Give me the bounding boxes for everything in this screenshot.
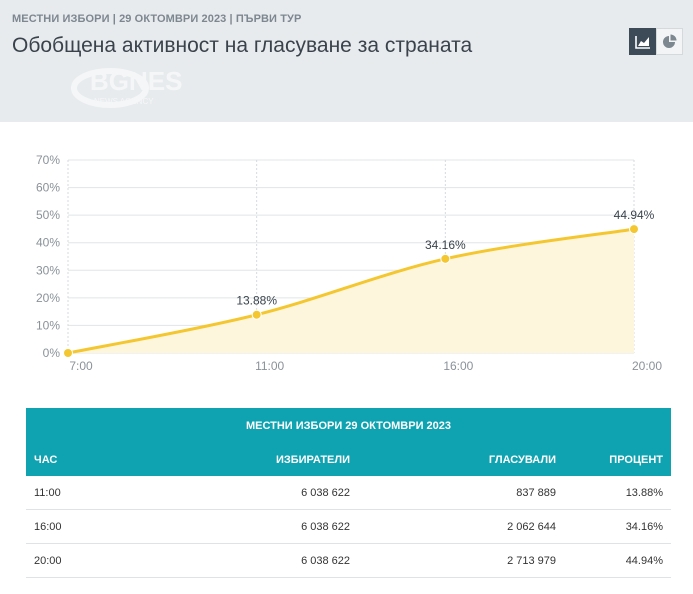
watermark-sub-text: NEWS AGENCY	[94, 97, 154, 106]
y-tick-label: 50%	[36, 208, 60, 222]
x-tick-label: 16:00	[443, 359, 473, 373]
area-chart-view-button[interactable]	[629, 28, 656, 55]
y-tick-label: 20%	[36, 291, 60, 305]
data-label: 44.94%	[614, 208, 655, 222]
turnout-area-fill	[68, 229, 634, 353]
cell-voted: 2 062 644	[358, 509, 564, 544]
data-point[interactable]	[63, 348, 73, 358]
page-title: Обобщена активност на гласуване за стран…	[12, 34, 473, 57]
data-label: 13.88%	[236, 294, 277, 308]
page-header: МЕСТНИ ИЗБОРИ | 29 ОКТОМВРИ 2023 | ПЪРВИ…	[0, 0, 693, 122]
cell-hour: 20:00	[26, 543, 112, 578]
cell-voters: 6 038 622	[112, 543, 358, 578]
pie-chart-view-button[interactable]	[656, 28, 683, 55]
x-tick-label: 20:00	[632, 359, 662, 373]
y-tick-label: 10%	[36, 318, 60, 332]
chart-view-switcher	[629, 28, 683, 55]
cell-hour: 11:00	[26, 476, 112, 510]
cell-percent: 34.16%	[564, 509, 671, 544]
y-tick-label: 30%	[36, 263, 60, 277]
cell-percent: 13.88%	[564, 476, 671, 510]
pie-chart-icon	[663, 34, 677, 48]
y-tick-label: 0%	[43, 346, 61, 360]
y-tick-label: 40%	[36, 236, 60, 250]
col-header-hour: ЧАС	[26, 444, 112, 476]
y-tick-label: 70%	[36, 153, 60, 167]
x-tick-label: 11:00	[255, 359, 284, 373]
col-header-voted: ГЛАСУВАЛИ	[358, 444, 564, 476]
data-point[interactable]	[251, 309, 262, 320]
col-header-percent: ПРОЦЕНТ	[564, 444, 671, 476]
cell-voted: 837 889	[358, 476, 564, 510]
y-tick-label: 60%	[36, 181, 60, 195]
col-header-voters: ИЗБИРАТЕЛИ	[112, 444, 358, 476]
table-header-row: ЧАС ИЗБИРАТЕЛИ ГЛАСУВАЛИ ПРОЦЕНТ	[26, 444, 671, 476]
data-label: 34.16%	[425, 238, 466, 252]
data-point[interactable]	[440, 253, 451, 264]
turnout-table: МЕСТНИ ИЗБОРИ 29 ОКТОМВРИ 2023 ЧАС ИЗБИР…	[26, 408, 671, 578]
area-chart-icon	[634, 35, 650, 49]
table-row: 20:00 6 038 622 2 713 979 44.94%	[26, 543, 671, 578]
turnout-line	[67, 227, 635, 355]
cell-voted: 2 713 979	[358, 543, 564, 578]
cell-voters: 6 038 622	[112, 509, 358, 544]
bgnes-watermark-logo: BGNES NEWS AGENCY	[71, 66, 182, 108]
table-row: 16:00 6 038 622 2 062 644 34.16%	[26, 509, 671, 544]
data-point[interactable]	[629, 224, 639, 235]
election-kicker: МЕСТНИ ИЗБОРИ | 29 ОКТОМВРИ 2023 | ПЪРВИ…	[12, 13, 302, 25]
table-caption-row: МЕСТНИ ИЗБОРИ 29 ОКТОМВРИ 2023	[26, 408, 671, 444]
cell-voters: 6 038 622	[112, 476, 358, 510]
watermark-main-text: BGNES	[90, 66, 182, 96]
cell-percent: 44.94%	[564, 543, 671, 578]
x-tick-label: 7:00	[69, 359, 93, 373]
table-caption: МЕСТНИ ИЗБОРИ 29 ОКТОМВРИ 2023	[26, 408, 671, 444]
cell-hour: 16:00	[26, 509, 112, 544]
turnout-area-chart: 0% 10% 20% 30% 40% 50% 60% 70% 7:00 11:00 16:00 20…	[36, 153, 662, 373]
table-row: 11:00 6 038 622 837 889 13.88%	[26, 476, 671, 510]
